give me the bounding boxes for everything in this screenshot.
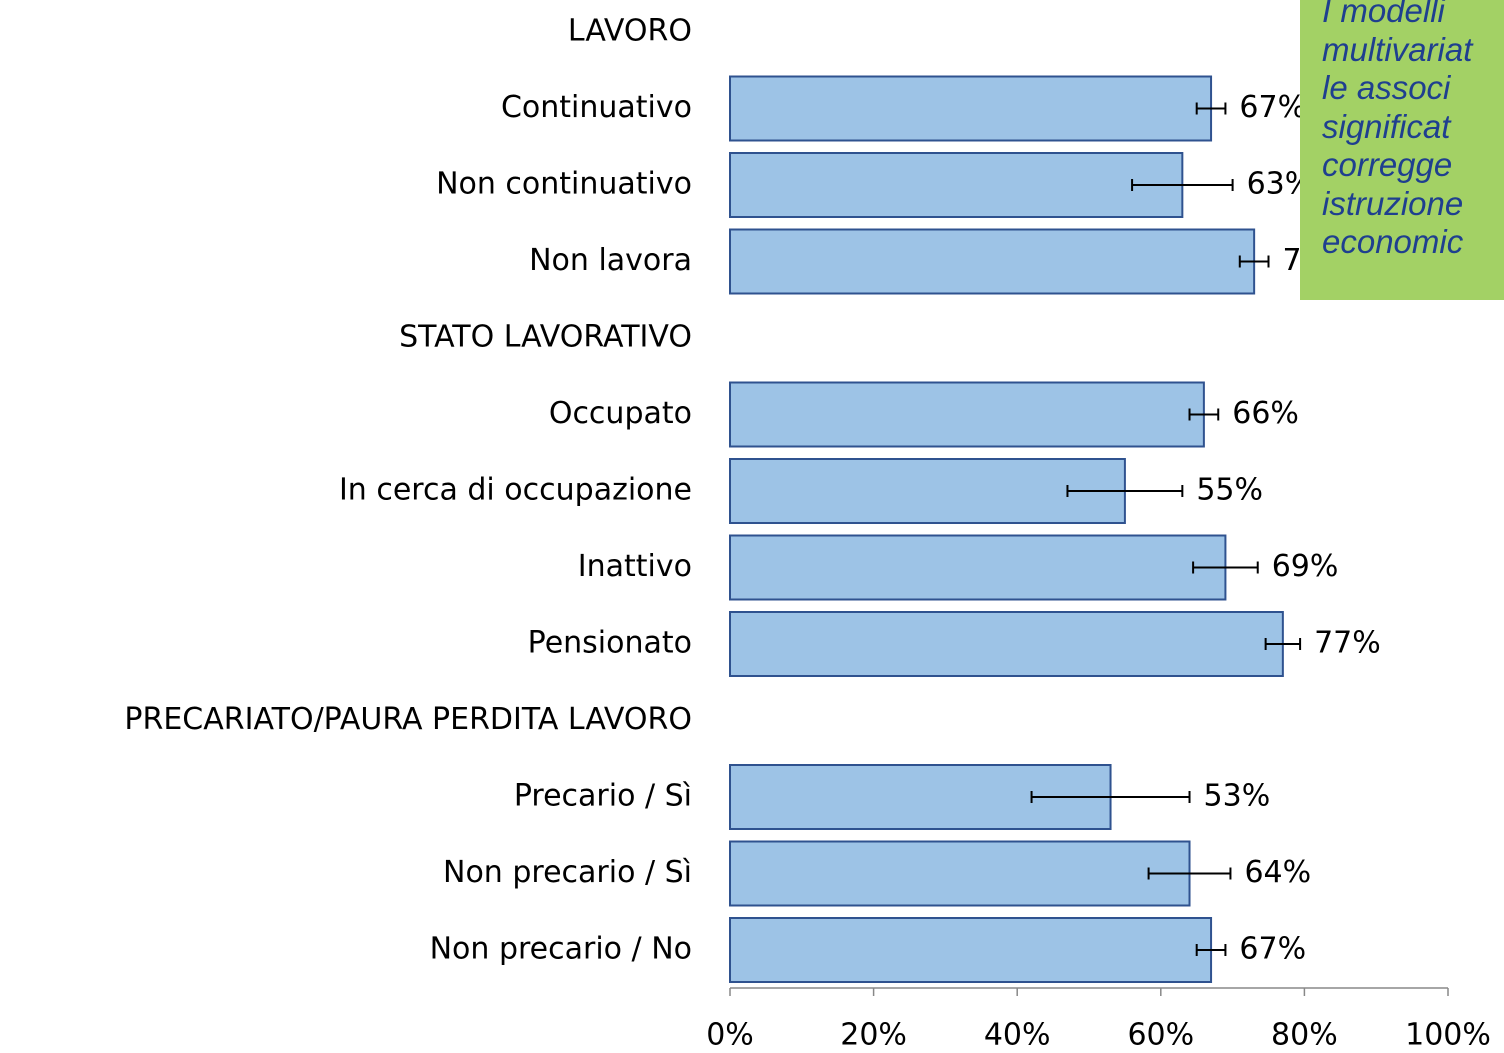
category-label: Occupato xyxy=(549,396,692,431)
value-label: 66% xyxy=(1232,396,1299,431)
category-label: In cerca di occupazione xyxy=(339,473,692,508)
category-label: Non continuativo xyxy=(436,167,692,202)
category-label: Precario / Sì xyxy=(514,779,692,814)
x-tick-label: 40% xyxy=(984,1018,1051,1053)
note-box: I modelli multivariat le associ significat c… xyxy=(1300,0,1504,300)
value-label: 53% xyxy=(1204,779,1271,814)
note-line: istruzione xyxy=(1322,184,1464,222)
category-label: Inattivo xyxy=(578,549,692,584)
group-header: LAVORO xyxy=(568,14,692,49)
value-label: 64% xyxy=(1244,855,1311,890)
value-label: 77% xyxy=(1314,626,1381,661)
note-line: multivariat xyxy=(1322,30,1473,68)
value-label: 67% xyxy=(1239,90,1306,125)
note-line: I modelli xyxy=(1322,0,1445,29)
x-tick-label: 0% xyxy=(706,1018,754,1053)
category-label: Non lavora xyxy=(529,243,692,278)
bar xyxy=(729,381,1205,448)
bar xyxy=(729,534,1227,601)
value-label: 69% xyxy=(1272,549,1339,584)
bar xyxy=(729,152,1184,218)
x-tick-label: 20% xyxy=(840,1018,907,1053)
note-line: corregge xyxy=(1322,146,1453,183)
group-header: PRECARIATO/PAURA PERDITA LAVORO xyxy=(124,702,692,737)
category-label: Continuativo xyxy=(501,90,692,125)
bar xyxy=(729,840,1191,907)
category-label: Non precario / Sì xyxy=(443,855,692,890)
value-label: 55% xyxy=(1196,473,1263,508)
category-label: Pensionato xyxy=(528,626,692,661)
category-label: Non precario / No xyxy=(430,932,692,967)
bar xyxy=(729,228,1256,295)
x-tick-label: 60% xyxy=(1127,1018,1194,1053)
bar xyxy=(729,458,1126,524)
group-header: STATO LAVORATIVO xyxy=(399,320,692,355)
bar xyxy=(729,611,1284,677)
bar xyxy=(729,75,1213,142)
bar xyxy=(729,917,1213,983)
note-line: economic xyxy=(1322,223,1464,260)
x-tick-label: 100% xyxy=(1405,1018,1491,1053)
note-line: le associ xyxy=(1322,69,1451,106)
note-line: significat xyxy=(1322,107,1451,145)
x-tick-label: 80% xyxy=(1271,1018,1338,1053)
value-label: 67% xyxy=(1239,932,1306,967)
